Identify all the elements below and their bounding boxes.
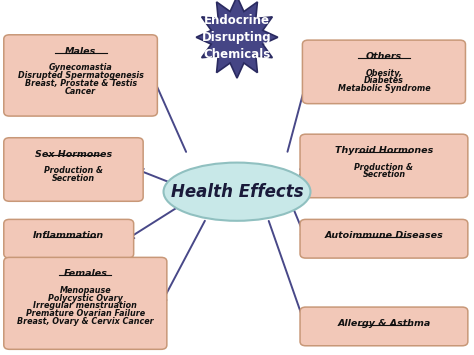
Text: Menopause: Menopause (60, 286, 111, 295)
Text: Obesity,: Obesity, (365, 69, 402, 77)
Text: Diabetes: Diabetes (364, 76, 404, 85)
Text: Disrupted Spermatogenesis: Disrupted Spermatogenesis (18, 71, 144, 80)
Text: Allergy & Asthma: Allergy & Asthma (337, 319, 430, 328)
Text: Premature Ovarian Failure: Premature Ovarian Failure (26, 309, 145, 318)
Text: Cancer: Cancer (65, 87, 96, 95)
Text: Breast, Ovary & Cervix Cancer: Breast, Ovary & Cervix Cancer (17, 317, 154, 326)
FancyBboxPatch shape (300, 219, 468, 258)
Text: Endocrine
Disrupting
Chemicals: Endocrine Disrupting Chemicals (202, 14, 272, 61)
FancyBboxPatch shape (4, 219, 134, 258)
Text: Inflammation: Inflammation (33, 231, 104, 240)
FancyBboxPatch shape (300, 307, 468, 346)
Text: Polycystic Ovary: Polycystic Ovary (48, 294, 123, 302)
Text: Health Effects: Health Effects (171, 183, 303, 201)
FancyBboxPatch shape (4, 35, 157, 116)
FancyBboxPatch shape (300, 134, 468, 198)
FancyBboxPatch shape (302, 40, 465, 104)
FancyBboxPatch shape (4, 138, 143, 201)
Text: Others: Others (366, 52, 402, 61)
Text: Males: Males (65, 47, 96, 56)
Text: Females: Females (64, 269, 107, 278)
Text: Autoimmune Diseases: Autoimmune Diseases (325, 231, 443, 240)
Text: Metabolic Syndrome: Metabolic Syndrome (337, 84, 430, 93)
Text: Production &: Production & (44, 166, 103, 175)
Text: Breast, Prostate & Testis: Breast, Prostate & Testis (25, 79, 137, 88)
Polygon shape (196, 0, 278, 78)
Text: Irregular menstruation: Irregular menstruation (33, 301, 137, 310)
Text: Thyroid Hormones: Thyroid Hormones (335, 146, 433, 155)
FancyBboxPatch shape (4, 257, 167, 349)
Text: Production &: Production & (355, 163, 413, 171)
Text: Secretion: Secretion (363, 170, 405, 179)
Text: Sex Hormones: Sex Hormones (35, 150, 112, 159)
Text: Gynecomastia: Gynecomastia (49, 63, 112, 72)
Ellipse shape (164, 163, 310, 221)
Text: Secretion: Secretion (52, 174, 95, 183)
